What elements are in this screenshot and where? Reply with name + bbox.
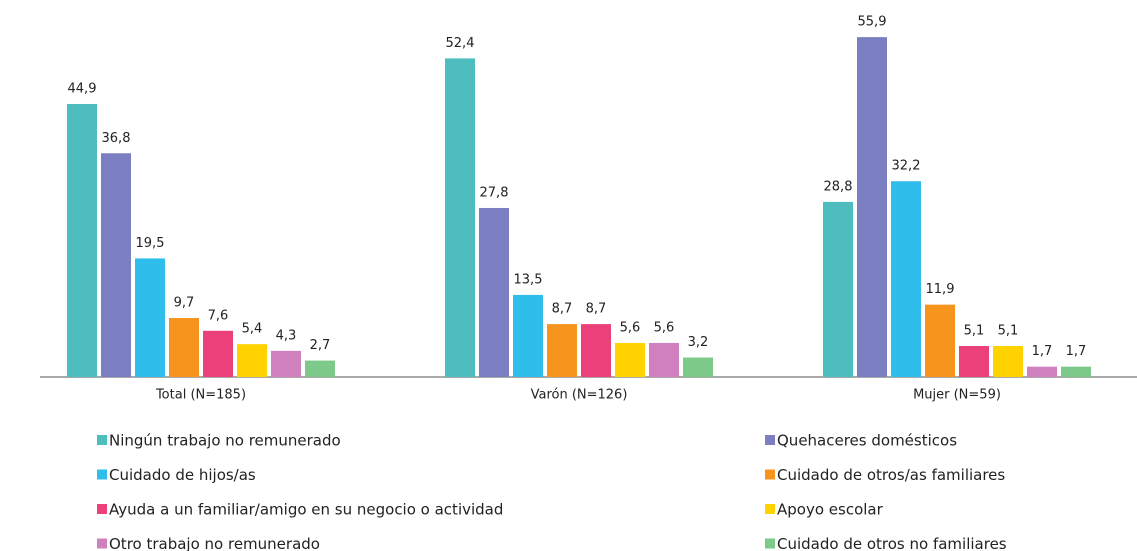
bar [683, 357, 713, 377]
bar [271, 350, 301, 377]
bar [615, 342, 645, 377]
x-tick-label: Total (N=185) [155, 388, 246, 403]
legend-swatch [765, 469, 775, 480]
legend-label: Apoyo escolar [777, 501, 884, 519]
value-label: 44,9 [68, 82, 97, 97]
value-label: 28,8 [824, 179, 853, 194]
bar [445, 58, 475, 378]
value-label: 5,1 [964, 323, 985, 338]
value-label: 5,4 [242, 322, 263, 337]
value-label: 36,8 [102, 131, 131, 146]
bar [959, 345, 989, 377]
bar [547, 324, 577, 377]
legend-label: Cuidado de otros no familiares [777, 535, 1007, 551]
bar [925, 304, 955, 377]
legend-swatch [97, 469, 107, 480]
legend-swatch [765, 538, 775, 549]
bar [305, 360, 335, 377]
value-label: 1,7 [1032, 344, 1053, 359]
bar [479, 207, 509, 377]
legend-label: Otro trabajo no remunerado [109, 535, 320, 551]
value-label: 19,5 [136, 236, 165, 251]
bar [101, 153, 131, 377]
bar [823, 201, 853, 377]
bar [649, 342, 679, 377]
bar [1027, 366, 1057, 377]
value-label: 4,3 [276, 328, 297, 343]
legend-swatch [765, 504, 775, 514]
value-label: 27,8 [480, 185, 509, 200]
bar [169, 318, 199, 377]
x-tick-label: Varón (N=126) [531, 388, 628, 403]
value-label: 5,6 [654, 320, 675, 335]
value-label: 7,6 [208, 308, 229, 323]
value-label: 55,9 [858, 15, 887, 30]
bar [891, 181, 921, 377]
value-label: 5,1 [998, 323, 1019, 338]
bar [1061, 366, 1091, 377]
legend-swatch [97, 435, 107, 445]
legend-label: Ayuda a un familiar/amigo en su negocio … [109, 501, 503, 519]
x-tick-label: Mujer (N=59) [913, 388, 1001, 403]
bar [67, 104, 97, 378]
value-label: 9,7 [174, 296, 195, 311]
bar [857, 37, 887, 378]
bar [581, 324, 611, 377]
bar [135, 258, 165, 377]
legend-swatch [97, 504, 107, 514]
value-label: 32,2 [892, 159, 921, 174]
legend-label: Cuidado de hijos/as [109, 466, 256, 484]
bar [993, 345, 1023, 377]
legend-swatch [97, 538, 107, 549]
value-label: 5,6 [620, 320, 641, 335]
legend-swatch [765, 435, 775, 445]
value-label: 13,5 [514, 272, 543, 287]
bar [237, 344, 267, 377]
value-label: 3,2 [688, 335, 709, 350]
value-label: 1,7 [1066, 344, 1087, 359]
value-label: 52,4 [446, 36, 475, 51]
legend-label: Quehaceres domésticos [777, 432, 957, 450]
value-label: 8,7 [586, 302, 607, 317]
bar [203, 330, 233, 377]
legend-label: Cuidado de otros/as familiares [777, 466, 1005, 484]
legend-label: Ningún trabajo no remunerado [109, 432, 341, 450]
value-label: 2,7 [310, 338, 331, 353]
bar [513, 294, 543, 377]
value-label: 11,9 [926, 282, 955, 297]
value-label: 8,7 [552, 302, 573, 317]
